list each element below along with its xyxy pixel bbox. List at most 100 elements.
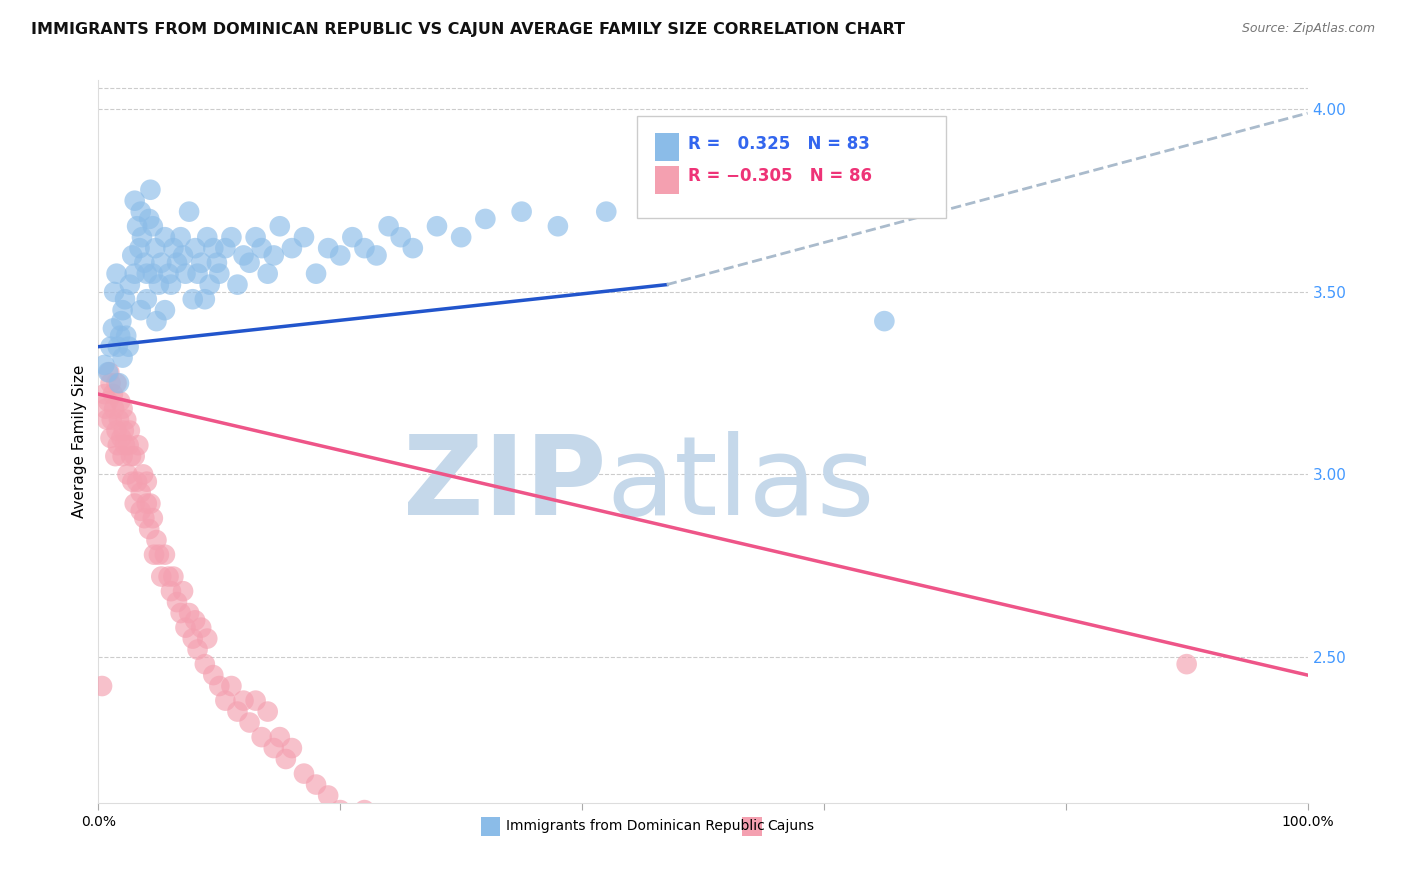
Point bbox=[162, 569, 184, 583]
Point bbox=[226, 277, 249, 292]
Point bbox=[107, 438, 129, 452]
Point bbox=[142, 511, 165, 525]
Point bbox=[250, 730, 273, 744]
Point bbox=[118, 340, 141, 354]
Point bbox=[117, 467, 139, 482]
Point bbox=[160, 584, 183, 599]
Point bbox=[174, 267, 197, 281]
Point bbox=[179, 606, 201, 620]
Point bbox=[256, 705, 278, 719]
Point bbox=[105, 424, 128, 438]
Point bbox=[166, 256, 188, 270]
Point bbox=[214, 241, 236, 255]
Point bbox=[105, 267, 128, 281]
Point bbox=[195, 632, 218, 646]
Point bbox=[179, 204, 201, 219]
Point bbox=[873, 314, 896, 328]
Point bbox=[221, 230, 243, 244]
Point bbox=[190, 621, 212, 635]
Point bbox=[101, 321, 124, 335]
Point bbox=[389, 850, 412, 864]
Point bbox=[377, 839, 399, 854]
Point bbox=[134, 256, 156, 270]
Point bbox=[184, 241, 207, 255]
Text: ZIP: ZIP bbox=[404, 432, 606, 539]
Point bbox=[169, 230, 191, 244]
Point bbox=[107, 340, 129, 354]
Point bbox=[245, 230, 267, 244]
Point bbox=[195, 230, 218, 244]
Point bbox=[110, 314, 132, 328]
Point bbox=[226, 705, 249, 719]
Point bbox=[166, 595, 188, 609]
Point bbox=[142, 267, 165, 281]
Point bbox=[510, 204, 533, 219]
Point bbox=[174, 621, 197, 635]
Point bbox=[269, 219, 291, 234]
Point bbox=[256, 267, 278, 281]
Point bbox=[121, 248, 143, 262]
Point bbox=[124, 194, 146, 208]
Point bbox=[115, 412, 138, 426]
Point bbox=[190, 256, 212, 270]
Point bbox=[305, 778, 328, 792]
Point bbox=[150, 256, 173, 270]
Point bbox=[127, 475, 149, 489]
Point bbox=[198, 277, 221, 292]
Point bbox=[112, 424, 135, 438]
Point bbox=[157, 569, 180, 583]
Point bbox=[402, 241, 425, 255]
Point bbox=[100, 340, 122, 354]
Point bbox=[121, 475, 143, 489]
Text: R = −0.305   N = 86: R = −0.305 N = 86 bbox=[688, 168, 872, 186]
Point bbox=[160, 277, 183, 292]
Point bbox=[114, 438, 136, 452]
Point bbox=[342, 230, 364, 244]
Point bbox=[97, 394, 120, 409]
Point bbox=[172, 584, 194, 599]
Point bbox=[105, 376, 128, 391]
Point bbox=[129, 303, 152, 318]
Point bbox=[342, 814, 364, 828]
Point bbox=[329, 248, 352, 262]
Point bbox=[181, 632, 204, 646]
Point bbox=[120, 449, 142, 463]
Point bbox=[142, 219, 165, 234]
Point bbox=[103, 285, 125, 299]
Point bbox=[162, 241, 184, 255]
Point bbox=[153, 548, 176, 562]
Point bbox=[205, 256, 228, 270]
Point bbox=[118, 438, 141, 452]
Y-axis label: Average Family Size: Average Family Size bbox=[72, 365, 87, 518]
Point bbox=[366, 825, 388, 839]
Point bbox=[127, 438, 149, 452]
Point bbox=[138, 522, 160, 536]
Point bbox=[547, 219, 569, 234]
Point bbox=[232, 693, 254, 707]
Point bbox=[474, 211, 496, 226]
Point bbox=[129, 204, 152, 219]
Point bbox=[118, 277, 141, 292]
Point bbox=[377, 219, 399, 234]
Point bbox=[292, 230, 315, 244]
Point bbox=[111, 351, 134, 365]
Point bbox=[181, 292, 204, 306]
Point bbox=[187, 267, 209, 281]
Text: IMMIGRANTS FROM DOMINICAN REPUBLIC VS CAJUN AVERAGE FAMILY SIZE CORRELATION CHAR: IMMIGRANTS FROM DOMINICAN REPUBLIC VS CA… bbox=[31, 22, 905, 37]
Point bbox=[143, 548, 166, 562]
Point bbox=[150, 569, 173, 583]
Point bbox=[128, 241, 150, 255]
Point bbox=[281, 741, 304, 756]
Point bbox=[221, 679, 243, 693]
Point bbox=[114, 292, 136, 306]
Point bbox=[202, 668, 225, 682]
Point bbox=[129, 485, 152, 500]
Point bbox=[305, 267, 328, 281]
Point bbox=[98, 365, 121, 379]
Point bbox=[148, 548, 170, 562]
Point bbox=[389, 230, 412, 244]
Point bbox=[187, 642, 209, 657]
Point bbox=[134, 511, 156, 525]
Point bbox=[353, 241, 375, 255]
Point bbox=[172, 248, 194, 262]
